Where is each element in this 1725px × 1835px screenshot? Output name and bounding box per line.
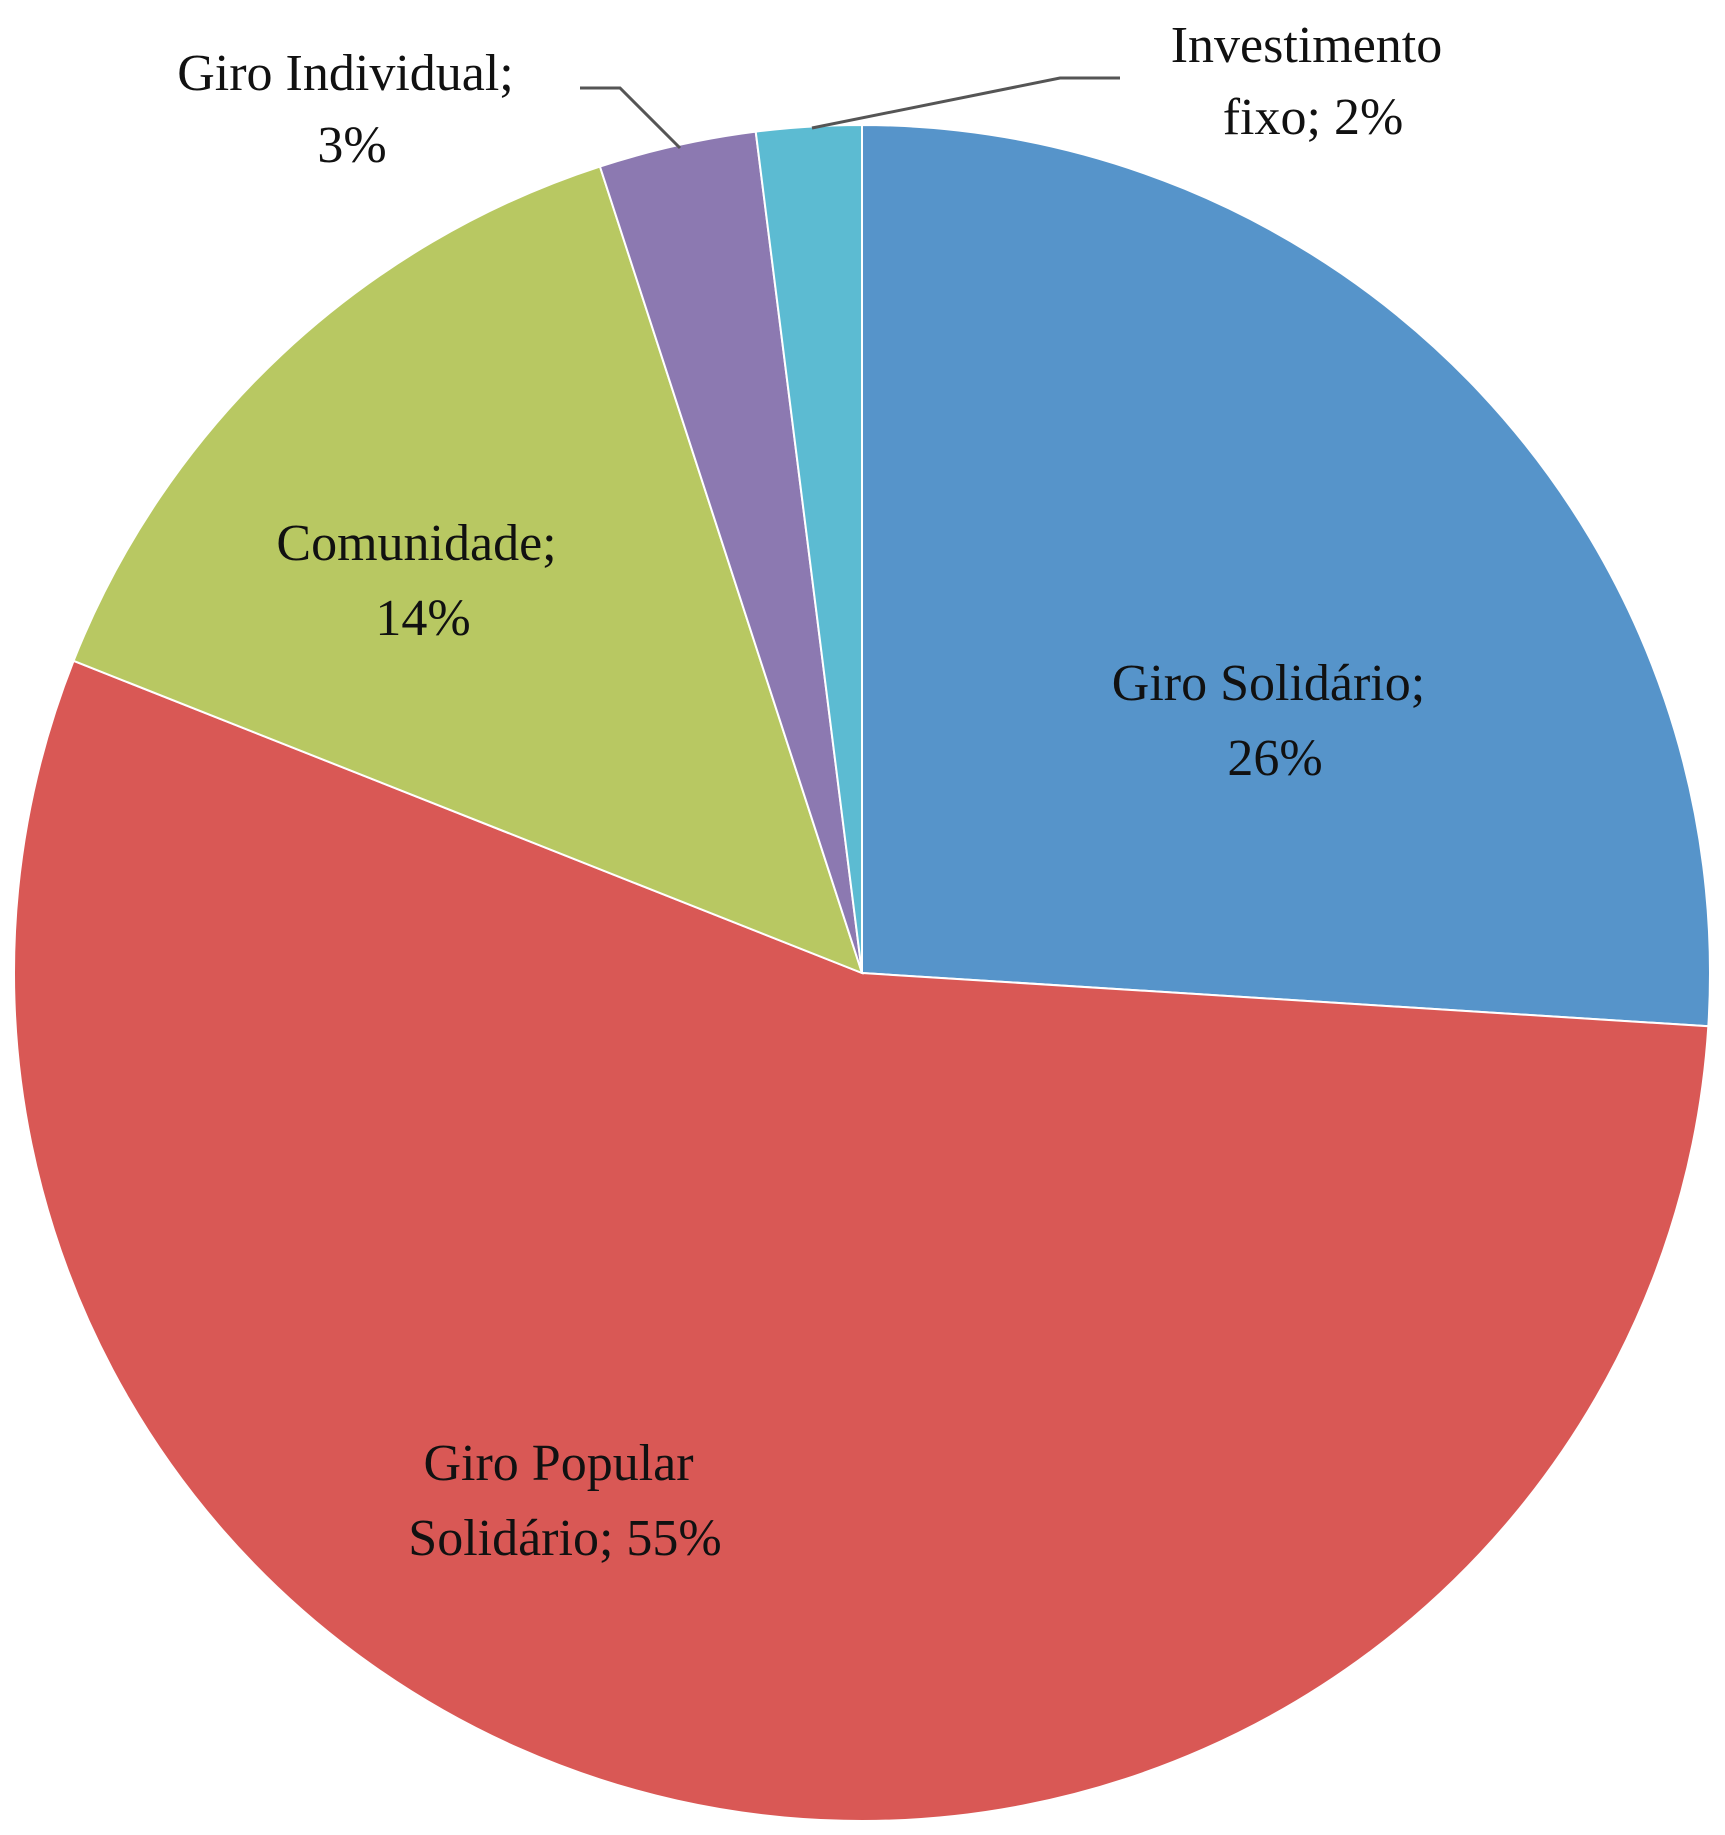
leader-line-giro-individual [580, 86, 682, 150]
label-giro-individual: Giro Individual; 3% [177, 45, 527, 174]
slices-layer [13, 123, 1711, 1822]
label-investimento-fixo: Investimento fixo; 2% [1171, 17, 1456, 146]
pie-slice-investimento-fixo [754, 123, 863, 974]
label-giro-solidario: Giro Solidário; 26% [1112, 655, 1438, 787]
leader-line-investimento-fixo [811, 76, 1120, 130]
pie-slice-giro-solidario [861, 123, 1711, 1028]
labels-layer: Giro Solidário; 26% Giro Popular Solidár… [177, 17, 1456, 1567]
leader-lines-layer [580, 76, 1120, 150]
label-giro-popular-solidario: Giro Popular Solidário; 55% [408, 1435, 721, 1567]
pie-slice-giro-popular-solidario [13, 659, 1710, 1822]
label-comunidade: Comunidade; 14% [276, 515, 569, 647]
